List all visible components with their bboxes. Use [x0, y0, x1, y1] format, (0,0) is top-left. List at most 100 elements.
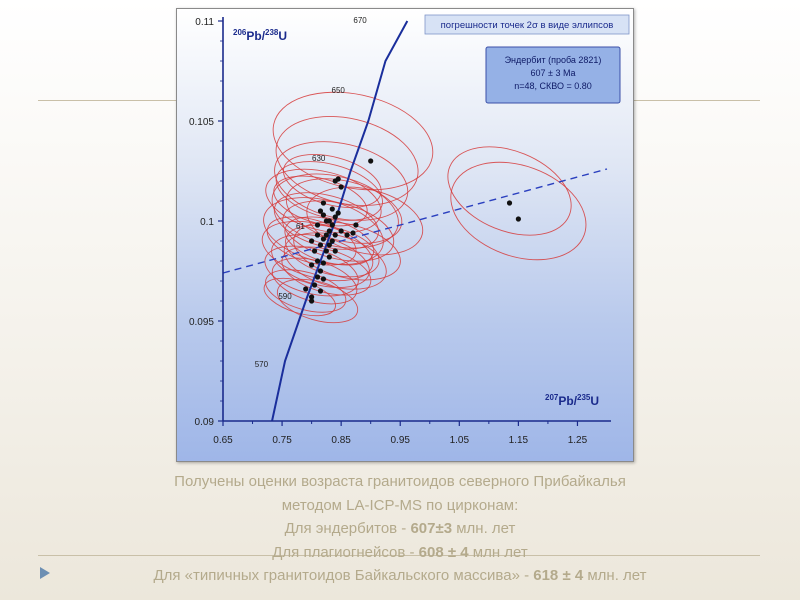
data-point-37	[326, 218, 332, 224]
data-point-14	[332, 214, 338, 220]
data-point-18	[329, 206, 335, 212]
top-left-rule	[38, 100, 178, 101]
data-point-26	[353, 222, 359, 228]
data-point-40	[303, 286, 309, 292]
slide-bullet-arrow-icon	[40, 567, 50, 579]
error-ellipse-15	[265, 168, 382, 234]
concordia-curve	[271, 20, 409, 422]
data-point-2	[311, 282, 318, 288]
age-labels: 570 590 61 630 650 670	[255, 16, 368, 369]
error-ellipse-21	[285, 178, 403, 244]
data-point-12	[329, 222, 335, 228]
caption-line-5: Для «типичных гранитоидов Байкальского м…	[153, 567, 647, 584]
enderbite-age: 607±3	[410, 520, 453, 537]
error-ellipse-23	[306, 186, 424, 256]
result-sample: Эндербит (проба 2821)	[505, 55, 602, 65]
legend-note-box: погрешности точек 2σ в виде эллипсов	[424, 14, 630, 35]
data-point-15	[314, 222, 321, 228]
x-tick-label: 1.25	[568, 435, 588, 446]
data-point-34	[323, 232, 329, 238]
top-right-rule	[632, 100, 760, 101]
y-tick-label: 0.105	[189, 117, 214, 128]
error-ellipse-25	[273, 175, 368, 227]
error-ellipses	[261, 91, 587, 324]
error-ellipse-27	[447, 146, 572, 236]
data-point-6	[320, 260, 327, 266]
data-point-7	[323, 248, 329, 254]
data-point-10	[326, 242, 332, 248]
data-point-17	[320, 212, 327, 218]
result-box: Эндербит (проба 2821) 607 ± 3 Ma n=48, С…	[485, 46, 621, 104]
caption-line-3: Для эндербитов - 607±3 млн. лет	[284, 520, 516, 537]
data-point-31	[320, 276, 327, 282]
middle-rule	[38, 555, 760, 556]
data-point-35	[329, 238, 335, 244]
data-point-43	[506, 200, 513, 206]
error-ellipse-17	[266, 216, 357, 266]
concordia-age-label: 650	[332, 86, 346, 95]
result-age: 607 ± 3 Ma	[531, 68, 576, 78]
error-ellipse-5	[264, 245, 359, 297]
data-point-29	[335, 176, 341, 182]
data-point-1	[309, 294, 315, 300]
data-point-39	[309, 238, 315, 244]
data-point-22	[326, 254, 332, 260]
data-point-3	[314, 274, 321, 280]
concordia-age-label: 61	[296, 222, 305, 231]
x-tick-label: 0.95	[390, 435, 410, 446]
concordia-age-label: 570	[255, 360, 269, 369]
data-point-16	[317, 208, 324, 214]
concordia-age-label: 590	[278, 292, 292, 301]
axes	[218, 17, 611, 426]
data-points	[303, 158, 521, 304]
plagiogneiss-age: 608 ± 4	[418, 543, 469, 561]
data-point-9	[320, 236, 327, 242]
tick-labels: 0.65 0.75 0.85 0.95 1.05 1.15 1.25 0.09 0.095 0.1…	[189, 17, 588, 446]
x-tick-label: 1.05	[450, 435, 470, 446]
x-tick-label: 0.85	[331, 435, 351, 446]
x-tick-label: 1.15	[509, 435, 529, 446]
y-tick-label: 0.1	[200, 217, 214, 228]
error-ellipse-20	[283, 232, 387, 290]
data-point-25	[350, 230, 356, 236]
y-tick-label: 0.095	[189, 317, 214, 328]
data-point-11	[326, 228, 332, 234]
caption-line-4: Для плагиогнейсов - 608 ± 4 млн лет	[272, 543, 528, 561]
error-ellipse-19	[263, 277, 336, 317]
data-point-41	[309, 298, 315, 304]
data-point-19	[335, 210, 341, 216]
chart-svg: 0.65 0.75 0.85 0.95 1.05 1.15 1.25 0.09 0.095 0.1…	[189, 14, 630, 446]
discordia-line	[222, 168, 608, 274]
error-ellipse-28	[450, 161, 587, 261]
legend-note: погрешности точек 2σ в виде эллипсов	[441, 20, 614, 31]
result-stats: n=48, СКВО = 0.80	[514, 81, 592, 91]
concordia-age-label: 670	[353, 16, 367, 25]
caption-line-2: методом LA-ICP-MS по цирконам:	[281, 496, 519, 514]
data-point-23	[332, 232, 338, 238]
data-point-33	[309, 262, 315, 268]
data-point-8	[317, 242, 324, 248]
caption-line-1: Получены оценки возраста гранитоидов сев…	[174, 473, 626, 490]
data-point-32	[317, 288, 324, 294]
data-point-30	[338, 184, 344, 190]
error-ellipse-13	[285, 224, 380, 278]
data-point-5	[314, 258, 321, 264]
reference-lines	[222, 20, 608, 422]
concordia-age-label: 630	[312, 154, 326, 163]
x-tick-label: 0.75	[272, 435, 292, 446]
data-point-27	[344, 232, 350, 238]
data-point-42	[368, 158, 374, 164]
y-tick-label: 0.11	[195, 17, 214, 28]
error-ellipse-26	[282, 154, 382, 208]
granitoid-age: 618 ± 4	[533, 567, 584, 584]
data-point-20	[314, 232, 321, 238]
data-point-38	[320, 200, 327, 206]
data-point-44	[515, 216, 521, 222]
data-point-36	[332, 248, 338, 254]
data-point-24	[338, 228, 344, 234]
x-tick-label: 0.65	[213, 435, 233, 446]
concordia-chart: 0.65 0.75 0.85 0.95 1.05 1.15 1.25 0.09 0.095 0.1…	[176, 8, 634, 462]
caption: Получены оценки возраста гранитоидов сев…	[0, 470, 800, 588]
data-point-21	[311, 248, 318, 254]
x-axis-label: 207Pb/235U	[545, 393, 599, 408]
